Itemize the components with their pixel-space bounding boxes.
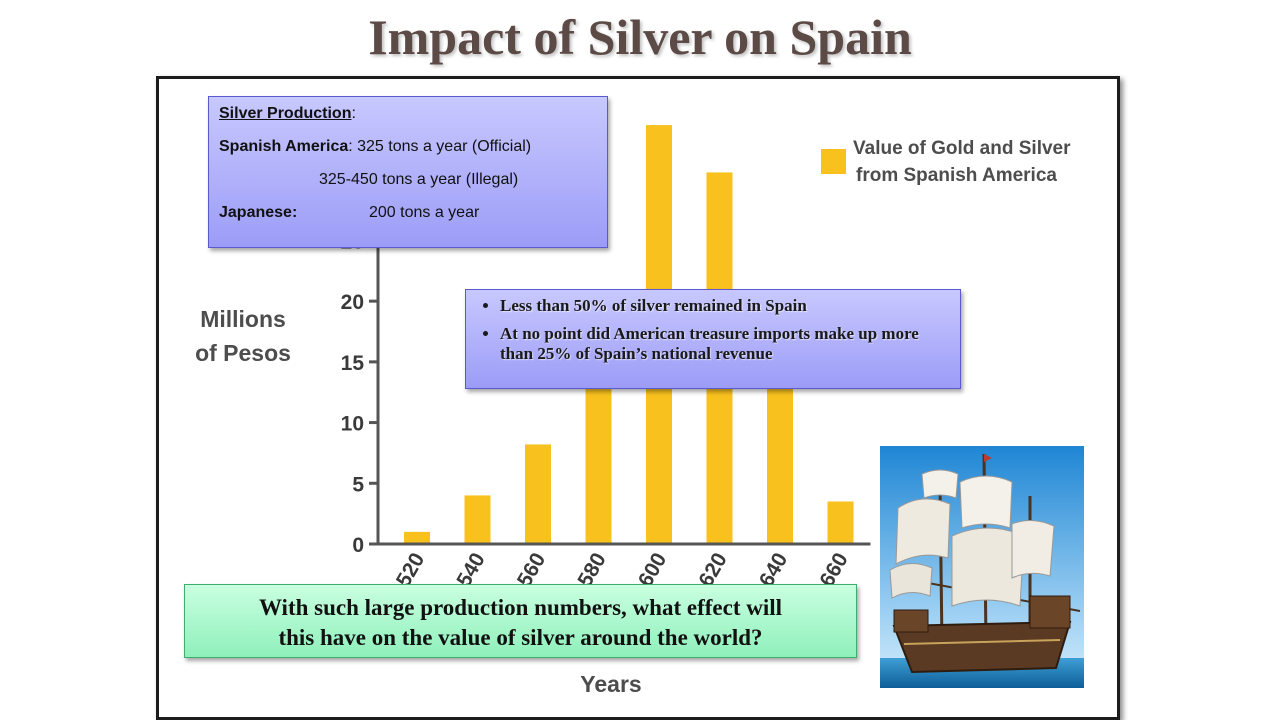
y-tick-label: 0 xyxy=(352,534,364,557)
question-box: With such large production numbers, what… xyxy=(184,584,857,658)
legend-label-line2: from Spanish America xyxy=(856,165,1057,186)
question-line1: With such large production numbers, what… xyxy=(258,595,783,620)
silver-production-colon: : xyxy=(351,105,356,122)
japanese-value: 200 tons a year xyxy=(369,204,480,221)
y-tick-label: 5 xyxy=(352,473,364,496)
y-axis-label-line1: Millions xyxy=(200,306,286,332)
silver-production-box: Silver Production: Spanish America: 325 … xyxy=(208,96,608,248)
x-axis-label: Years xyxy=(580,671,641,697)
y-tick-label: 20 xyxy=(341,291,364,314)
silver-production-heading: Silver Production xyxy=(219,105,352,122)
spanish-america-official: : 325 tons a year (Official) xyxy=(348,138,532,155)
bar xyxy=(404,531,430,544)
legend-label-line1: Value of Gold and Silver xyxy=(853,138,1071,159)
facts-box: Less than 50% of silver remained in Spai… xyxy=(465,289,961,389)
galleon-ship-icon xyxy=(880,446,1084,688)
bar xyxy=(827,501,854,544)
legend-swatch xyxy=(821,149,846,174)
y-tick-label: 15 xyxy=(341,352,365,375)
fact-bullet: Less than 50% of silver remained in Spai… xyxy=(500,296,950,316)
slide-title: Impact of Silver on Spain xyxy=(368,9,912,65)
bar xyxy=(464,495,491,544)
bar xyxy=(525,444,551,544)
japanese-label: Japanese: xyxy=(219,204,298,221)
question-line2: this have on the value of silver around … xyxy=(278,625,763,650)
spanish-america-illegal: 325-450 tons a year (Illegal) xyxy=(319,171,519,188)
y-tick-label: 10 xyxy=(341,413,364,436)
y-axis-label-line2: of Pesos xyxy=(195,340,291,366)
spanish-america-label: Spanish America xyxy=(219,138,349,155)
fact-bullet: At no point did American treasure import… xyxy=(500,324,950,364)
